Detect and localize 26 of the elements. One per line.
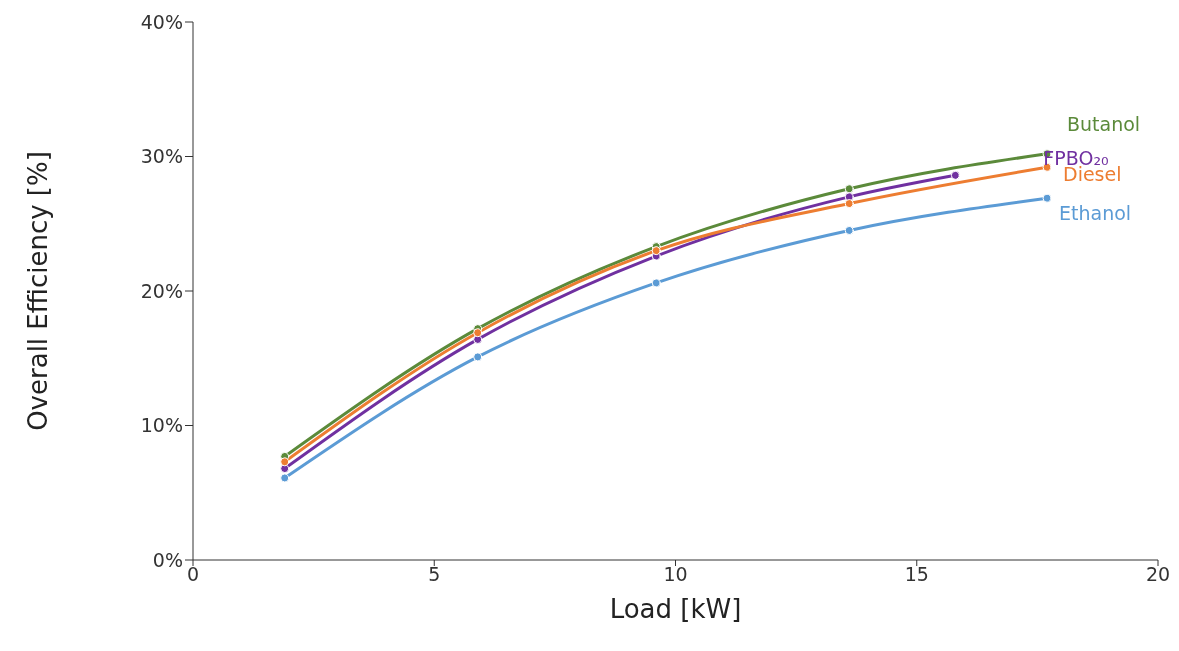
x-tick-label: 0 [186,563,200,586]
point [651,278,661,288]
x-tick-label: 20 [1145,563,1171,586]
point [280,473,290,483]
point [844,184,854,194]
point [950,170,960,180]
series-label: Butanol [1067,113,1141,136]
y-tick-label: 10% [140,414,183,437]
y-tick-label: 0% [152,548,183,571]
y-tick-label: 40% [140,10,183,33]
x-tick-label: 10 [663,563,688,586]
point [651,246,661,256]
y-tick-label: 20% [140,279,183,302]
point [844,225,854,235]
point [844,199,854,209]
point [473,352,483,362]
y-tick-label: 30% [140,145,183,168]
point [280,464,290,474]
x-tick-label: 15 [904,563,929,586]
y-axis-title: Overall Efficiency [%] [23,151,54,431]
point [473,328,483,338]
series-label: Ethanol [1059,201,1132,224]
point [280,457,290,467]
point [1042,193,1052,203]
x-tick-label: 5 [428,563,441,586]
x-axis-title: Load [kW] [609,594,742,624]
